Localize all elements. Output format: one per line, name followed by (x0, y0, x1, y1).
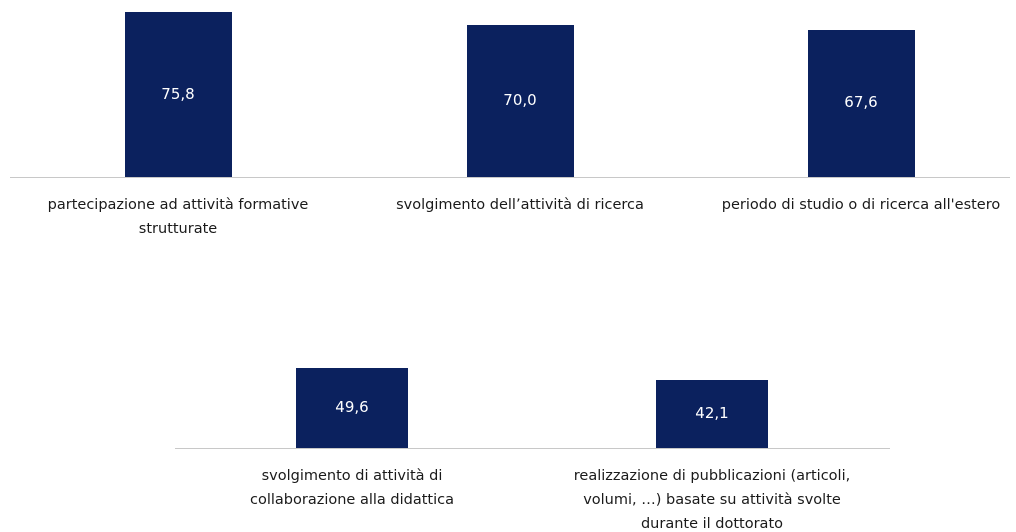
bar (124, 12, 232, 177)
bar (656, 380, 768, 448)
value-label: 42,1 (695, 404, 729, 423)
category-label: realizzazione di pubblicazioni (articoli… (573, 468, 851, 532)
value-label: 67,6 (844, 93, 878, 112)
category-label: partecipazione ad attività formative str… (47, 197, 309, 237)
bar (807, 29, 915, 177)
bar (466, 24, 574, 177)
category-label: svolgimento di attività di collaborazion… (250, 468, 454, 508)
value-label: 49,6 (335, 397, 369, 416)
baseline (10, 177, 1010, 178)
category-label: periodo di studio o di ricerca all'ester… (721, 197, 1001, 213)
bar (296, 367, 408, 448)
category-label: svolgimento dell’attività di ricerca (396, 197, 644, 213)
value-label: 75,8 (161, 84, 195, 103)
baseline (175, 448, 890, 449)
value-label: 70,0 (503, 90, 537, 109)
